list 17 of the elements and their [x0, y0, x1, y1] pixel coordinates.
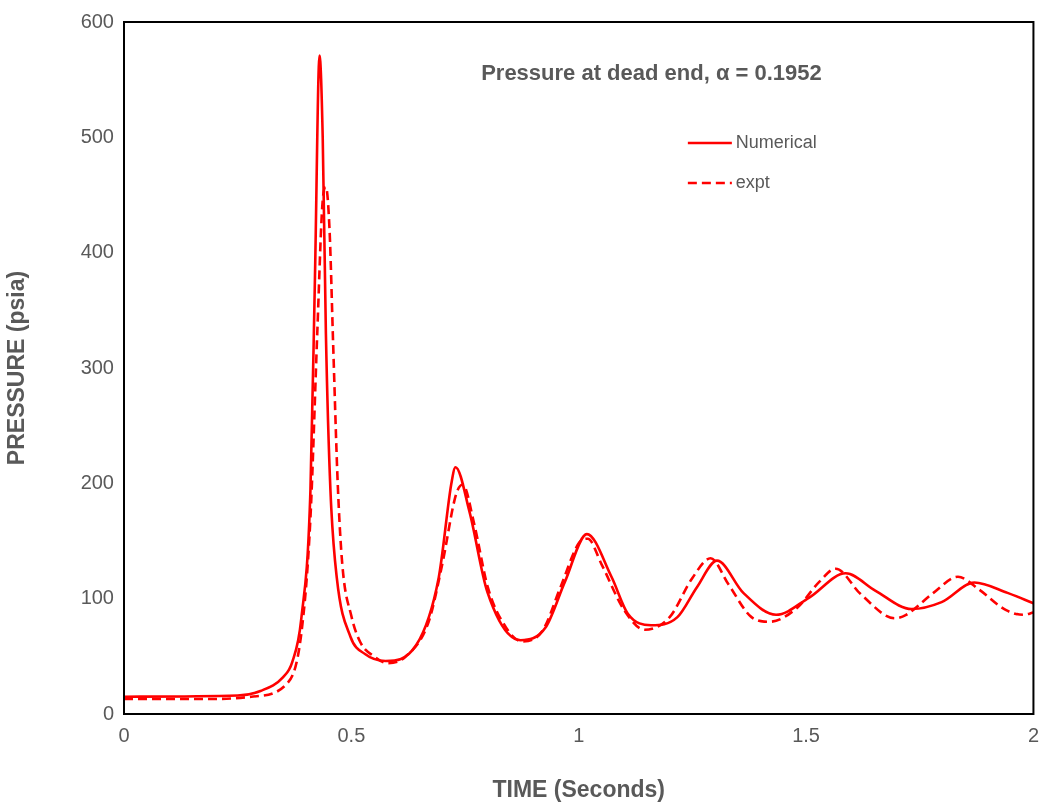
- legend-label: Numerical: [735, 131, 817, 152]
- y-tick-label: 600: [80, 9, 114, 32]
- y-tick-label: 100: [80, 586, 114, 609]
- y-tick-label: 200: [80, 470, 114, 493]
- x-axis-title: TIME (Seconds): [492, 775, 665, 802]
- y-tick-label: 0: [102, 701, 114, 724]
- x-tick-label: 2: [1027, 723, 1039, 746]
- y-tick-label: 500: [80, 124, 114, 147]
- legend-label: expt: [735, 171, 770, 192]
- x-tick-label: 0.5: [337, 723, 366, 746]
- y-tick-label: 400: [80, 240, 114, 263]
- x-tick-label: 0: [118, 723, 130, 746]
- text: Pressure at dead end, α = 0.1952: [481, 60, 822, 86]
- y-axis-title: PRESSURE (psia): [3, 270, 30, 466]
- y-tick-label: 300: [80, 355, 114, 378]
- x-tick-label: 1: [573, 723, 585, 746]
- x-tick-label: 1.5: [792, 723, 820, 746]
